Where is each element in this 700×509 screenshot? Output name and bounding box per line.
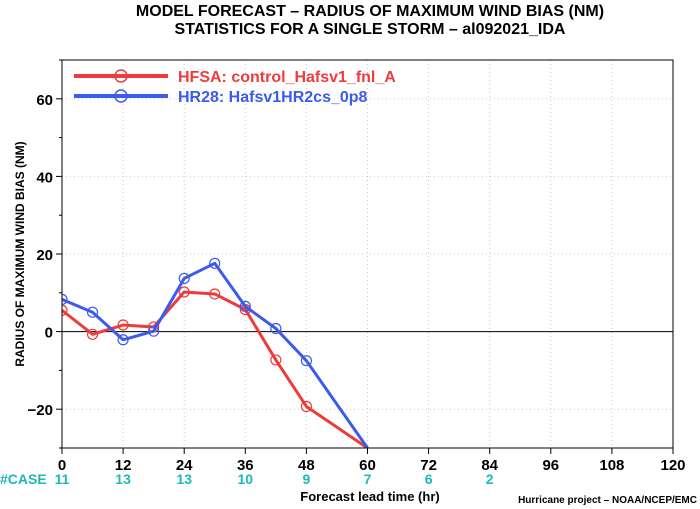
grid	[62, 60, 673, 448]
x-tick-label: 24	[176, 457, 193, 474]
case-count: 9	[303, 471, 311, 487]
data-point	[209, 257, 221, 269]
data-point	[178, 272, 190, 285]
x-tick-label: 36	[237, 457, 254, 474]
x-tick-label: 108	[599, 457, 624, 474]
case-counts: 11 13 13 10 9 7 6 2	[55, 471, 494, 487]
data-point	[209, 288, 221, 300]
x-tick-label: 12	[115, 457, 132, 474]
data-point	[117, 319, 129, 331]
legend-label: HFSA: control_Hafsv1_fnl_A	[178, 69, 396, 86]
legend: HFSA: control_Hafsv1_fnl_A HR28: Hafsv1HR…	[74, 69, 396, 106]
x-tick-label: 120	[660, 457, 685, 474]
case-count: 11	[55, 471, 70, 487]
legend-marker	[114, 89, 128, 103]
data-point	[239, 300, 251, 312]
series-1	[62, 286, 369, 448]
credit-text: Hurricane project – NOAA/NCEP/EMC	[518, 495, 697, 506]
case-count: 10	[238, 471, 254, 487]
tick-layer: 0 12 24 36 48 60 72 84 96 108 120 −20 0 20 40 60	[28, 59, 686, 474]
x-tick-label: 84	[481, 457, 498, 474]
case-count: 2	[486, 471, 494, 487]
legend-label: HR28: Hafsv1HR2cs_0p8	[178, 89, 368, 106]
case-count: 13	[115, 471, 131, 487]
x-tick-label: 72	[420, 457, 437, 474]
y-tick-label: 40	[36, 169, 53, 186]
chart-title-line2: STATISTICS FOR A SINGLE STORM – al092021…	[175, 21, 566, 38]
chart-title-line1: MODEL FORECAST – RADIUS OF MAXIMUM WIND …	[136, 3, 604, 20]
data-point	[270, 354, 282, 366]
x-axis-label: Forecast lead time (hr)	[300, 489, 439, 504]
data-point	[270, 322, 282, 335]
case-count: 13	[176, 471, 192, 487]
case-count: 7	[364, 471, 372, 487]
x-tick-label: 48	[298, 457, 315, 474]
case-count-label: #CASE	[0, 471, 47, 487]
series-line	[62, 290, 369, 448]
x-tick-label: 96	[542, 457, 559, 474]
case-count: 6	[425, 471, 433, 487]
legend-marker	[114, 69, 128, 83]
x-tick-label: 0	[58, 457, 66, 474]
data-point	[178, 286, 190, 298]
y-axis-label: RADIUS OF MAXIMUM WIND BIAS (NM)	[13, 141, 27, 366]
data-point	[300, 400, 312, 413]
data-point	[148, 325, 160, 337]
plot-frame	[61, 59, 674, 449]
data-point	[300, 355, 312, 367]
x-tick-label: 60	[359, 457, 376, 474]
y-tick-label: 20	[36, 247, 53, 264]
data-point	[86, 306, 99, 318]
y-tick-label: 60	[36, 92, 53, 109]
data-point	[62, 293, 68, 305]
y-tick-label: 0	[45, 325, 53, 342]
data-point	[86, 328, 99, 340]
series-line	[62, 261, 369, 448]
series-2	[62, 257, 369, 448]
y-tick-label: −20	[28, 402, 53, 419]
data-point	[117, 334, 129, 346]
data-point	[62, 304, 68, 316]
series-layer	[62, 257, 369, 448]
